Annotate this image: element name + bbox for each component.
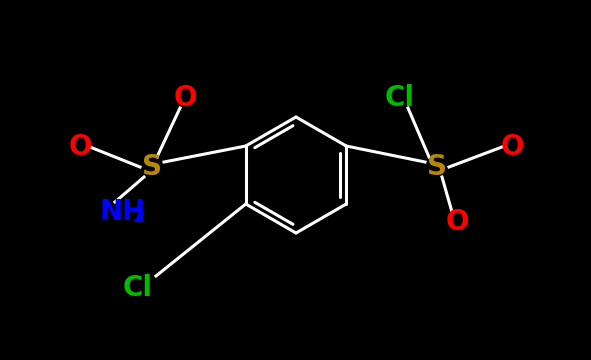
Text: O: O [68,133,92,161]
Text: NH: NH [100,198,146,226]
Text: Cl: Cl [385,84,415,112]
Text: O: O [445,208,469,236]
Text: O: O [173,84,197,112]
Text: S: S [142,153,162,181]
Text: 2: 2 [133,208,145,226]
Text: O: O [500,133,524,161]
Text: Cl: Cl [123,274,153,302]
Text: S: S [427,153,447,181]
